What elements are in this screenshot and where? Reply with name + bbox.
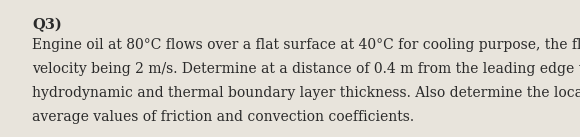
Text: velocity being 2 m/s. Determine at a distance of 0.4 m from the leading edge the: velocity being 2 m/s. Determine at a dis…: [32, 62, 580, 76]
Text: average values of friction and convection coefficients.: average values of friction and convectio…: [32, 110, 414, 124]
Text: Engine oil at 80°C flows over a flat surface at 40°C for cooling purpose, the fl: Engine oil at 80°C flows over a flat sur…: [32, 38, 580, 52]
Text: Q3): Q3): [32, 18, 61, 32]
Text: hydrodynamic and thermal boundary layer thickness. Also determine the local and: hydrodynamic and thermal boundary layer …: [32, 86, 580, 100]
